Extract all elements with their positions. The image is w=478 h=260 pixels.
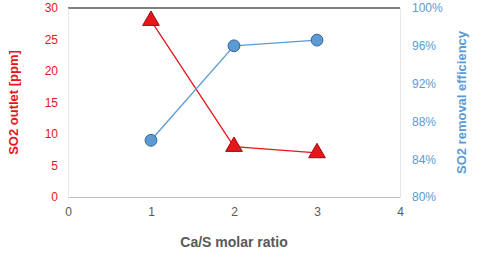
tick-label: 5	[51, 159, 58, 173]
tick: 1	[148, 197, 155, 219]
y2-title: SO2 removal efficiency	[454, 30, 469, 174]
tick: 80%	[400, 190, 436, 204]
tick-label: 0	[51, 190, 58, 204]
tick-label: 2	[231, 205, 238, 219]
y2-axis: 80% 84% 88% 92% 96% 100%	[400, 1, 443, 204]
tick-label: 3	[314, 205, 321, 219]
marker	[228, 40, 240, 52]
tick-label: 1	[148, 205, 155, 219]
tick-label: 80%	[412, 190, 436, 204]
tick: 100%	[400, 1, 443, 15]
tick-label: 10	[45, 127, 59, 141]
tick: 30	[45, 1, 68, 15]
tick-label: 20	[45, 64, 59, 78]
tick: 15	[45, 96, 68, 110]
tick: 5	[51, 159, 68, 173]
tick: 3	[314, 197, 321, 219]
tick-label: 25	[45, 33, 59, 47]
tick-label: 15	[45, 96, 59, 110]
marker	[311, 34, 323, 46]
tick: 2	[231, 197, 238, 219]
y-axis: 0 5 10 15 20 25 30	[45, 1, 69, 204]
marker	[143, 11, 160, 25]
tick-label: 0	[65, 205, 72, 219]
tick-label: 92%	[412, 77, 436, 91]
axis-line	[68, 9, 69, 198]
tick: 25	[45, 33, 68, 47]
tick: 0	[51, 190, 68, 204]
tick: 4	[397, 197, 404, 219]
tick-label: 84%	[412, 153, 436, 167]
series-line	[151, 40, 317, 140]
tick-label: 96%	[412, 39, 436, 53]
marker	[309, 143, 326, 157]
tick-label: 88%	[412, 115, 436, 129]
tick: 10	[45, 127, 68, 141]
x-title: Ca/S molar ratio	[180, 234, 287, 250]
tick: 20	[45, 64, 68, 78]
tick-label: 30	[45, 1, 59, 15]
tick-label: 4	[397, 205, 404, 219]
tick: 88%	[400, 115, 436, 129]
axis-line	[69, 197, 401, 198]
tick: 84%	[400, 153, 436, 167]
chart: 0 1 2 3 4 0 5 10 15 20 25 30 80% 84% 88% 92% 96% 100% Ca/S…	[0, 0, 478, 260]
plot-area	[143, 11, 326, 158]
frame-top	[68, 8, 400, 9]
tick: 96%	[400, 39, 436, 53]
tick: 92%	[400, 77, 436, 91]
x-axis: 0 1 2 3 4	[65, 197, 404, 219]
tick: 0	[65, 197, 72, 219]
y-title: SO2 outlet [ppm]	[6, 50, 21, 155]
marker	[145, 134, 157, 146]
tick-label: 100%	[412, 1, 443, 15]
axis-line	[400, 9, 401, 198]
series-line	[151, 21, 317, 153]
marker	[226, 137, 243, 151]
